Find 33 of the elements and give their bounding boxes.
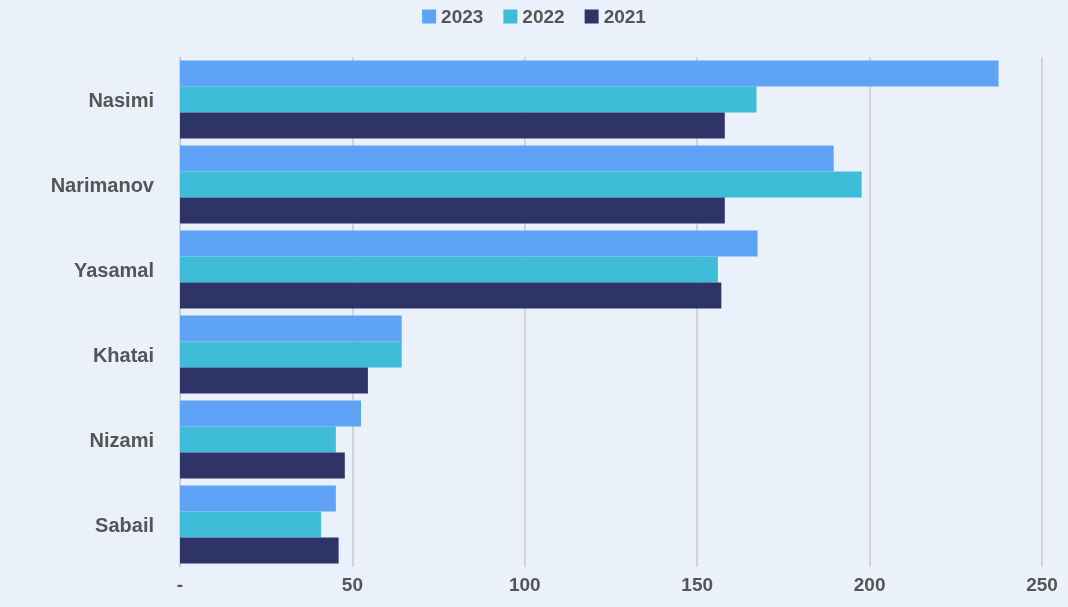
bar xyxy=(180,230,758,257)
bar xyxy=(180,86,757,113)
bar xyxy=(180,145,834,172)
bar xyxy=(180,426,336,453)
bar xyxy=(180,112,725,139)
bar xyxy=(180,485,336,512)
y-tick-label: Narimanov xyxy=(50,173,155,196)
bar xyxy=(180,400,362,427)
bar xyxy=(180,60,999,87)
bar xyxy=(180,197,725,224)
legend-label: 2023 xyxy=(441,6,484,27)
bar xyxy=(180,341,402,368)
bar xyxy=(180,511,322,538)
bar xyxy=(180,315,402,342)
x-tick-label: - xyxy=(176,574,184,595)
x-tick-label: 200 xyxy=(853,574,886,595)
bar xyxy=(180,367,368,394)
legend-label: 2022 xyxy=(522,6,565,27)
x-tick-label: 150 xyxy=(681,574,714,595)
y-tick-label: Yasamal xyxy=(73,258,154,281)
bar xyxy=(180,537,339,564)
x-tick-label: 50 xyxy=(341,574,363,595)
y-tick-label: Khatai xyxy=(92,343,154,366)
x-tick-label: 250 xyxy=(1026,574,1058,595)
bar xyxy=(180,282,722,309)
y-tick-label: Nasimi xyxy=(88,88,154,111)
bar xyxy=(180,452,345,479)
y-tick-label: Nizami xyxy=(89,428,154,451)
bar xyxy=(180,171,862,198)
bar xyxy=(180,256,718,283)
y-tick-label: Sabail xyxy=(95,513,154,536)
x-tick-label: 100 xyxy=(508,574,541,595)
legend-label: 2021 xyxy=(603,6,647,27)
